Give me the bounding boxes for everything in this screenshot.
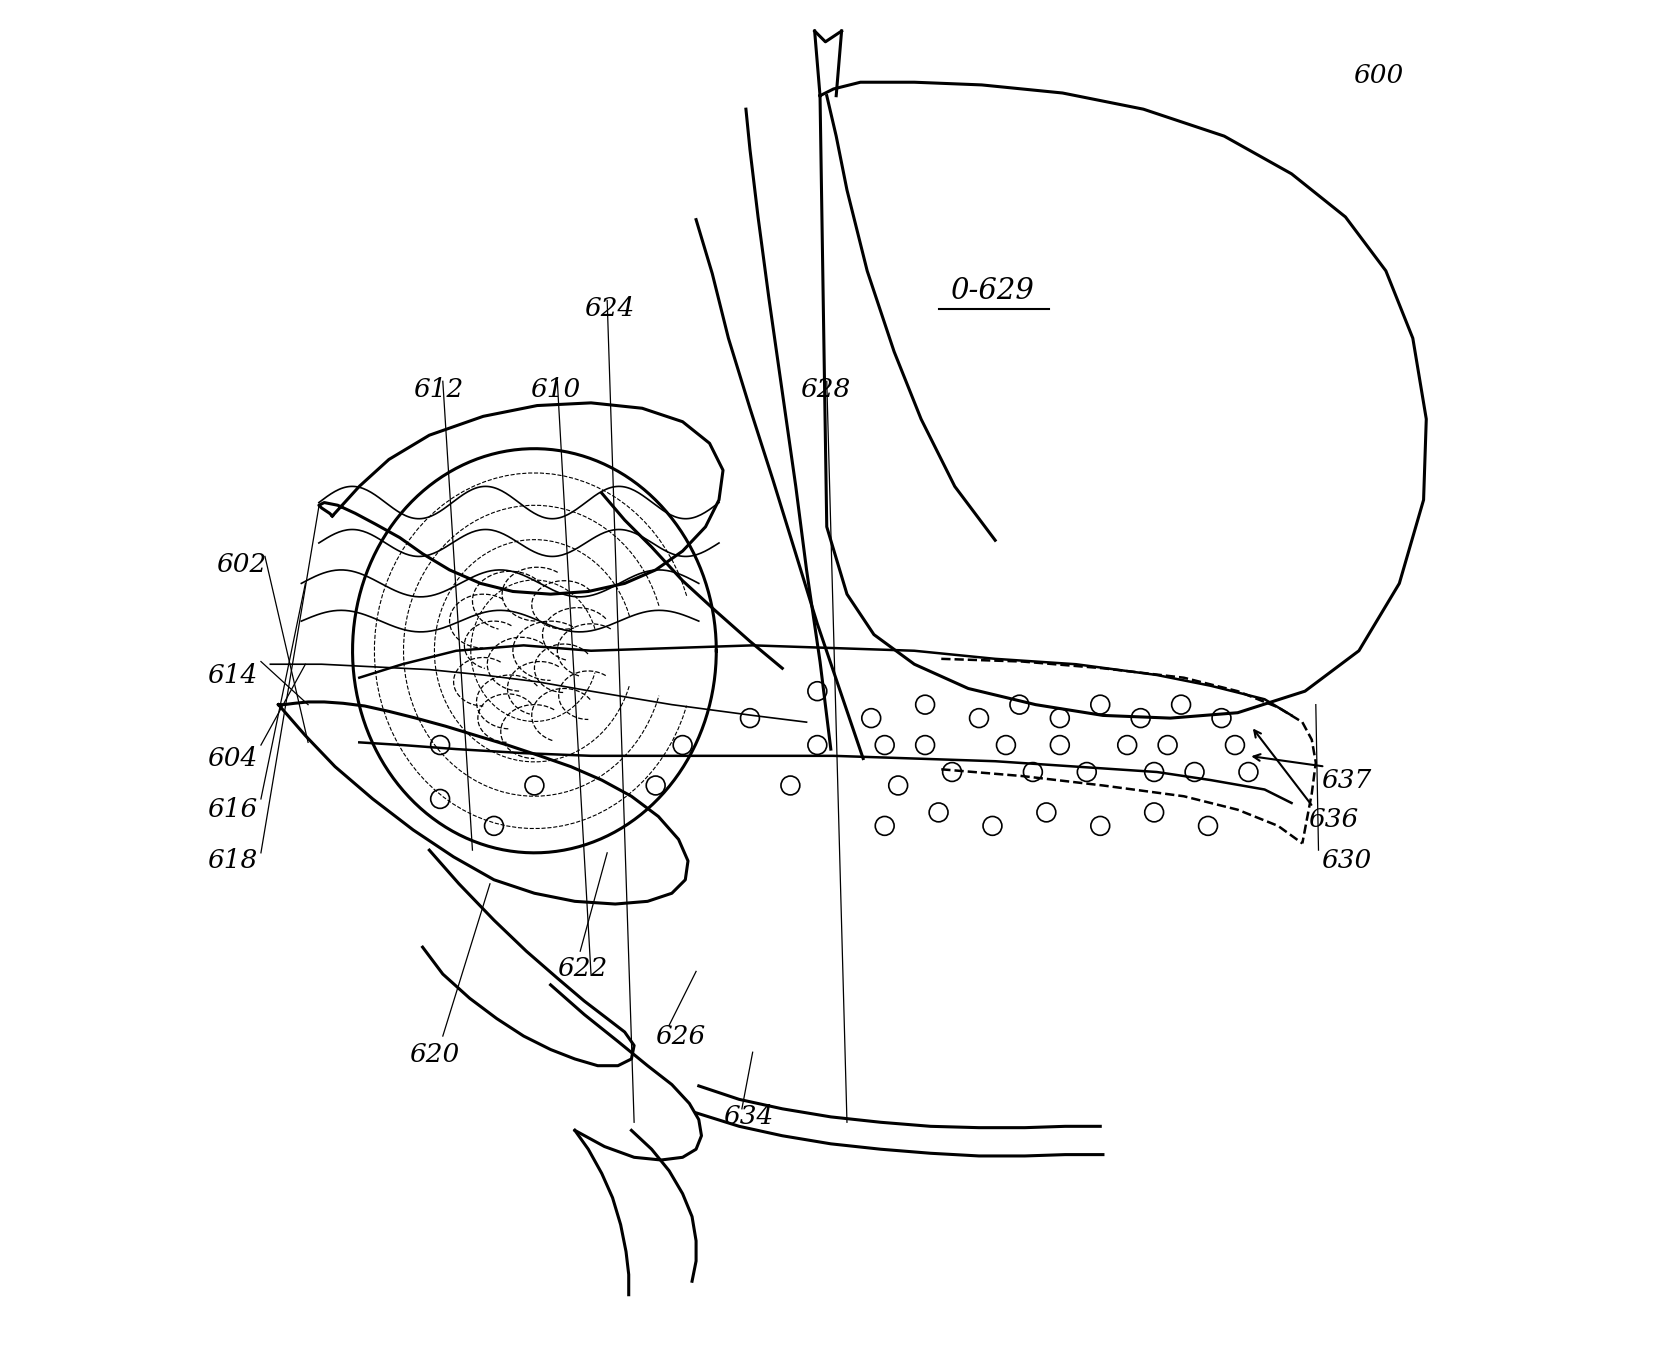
- Text: 622: 622: [557, 956, 607, 981]
- Text: 612: 612: [413, 377, 463, 402]
- Text: 602: 602: [217, 552, 267, 576]
- Text: 600: 600: [1354, 63, 1404, 88]
- Text: 0-629: 0-629: [950, 277, 1035, 305]
- Text: 610: 610: [530, 377, 580, 402]
- Text: 614: 614: [207, 663, 257, 687]
- Text: 628: 628: [800, 377, 850, 402]
- Text: 634: 634: [723, 1104, 773, 1130]
- Text: 616: 616: [207, 798, 257, 822]
- Text: 637: 637: [1322, 768, 1372, 792]
- Text: 630: 630: [1322, 848, 1372, 873]
- Text: 618: 618: [207, 848, 257, 873]
- Text: 620: 620: [408, 1042, 460, 1068]
- Text: 636: 636: [1307, 807, 1359, 832]
- Text: 604: 604: [207, 747, 257, 771]
- Text: 624: 624: [583, 296, 635, 321]
- Text: 626: 626: [655, 1023, 705, 1049]
